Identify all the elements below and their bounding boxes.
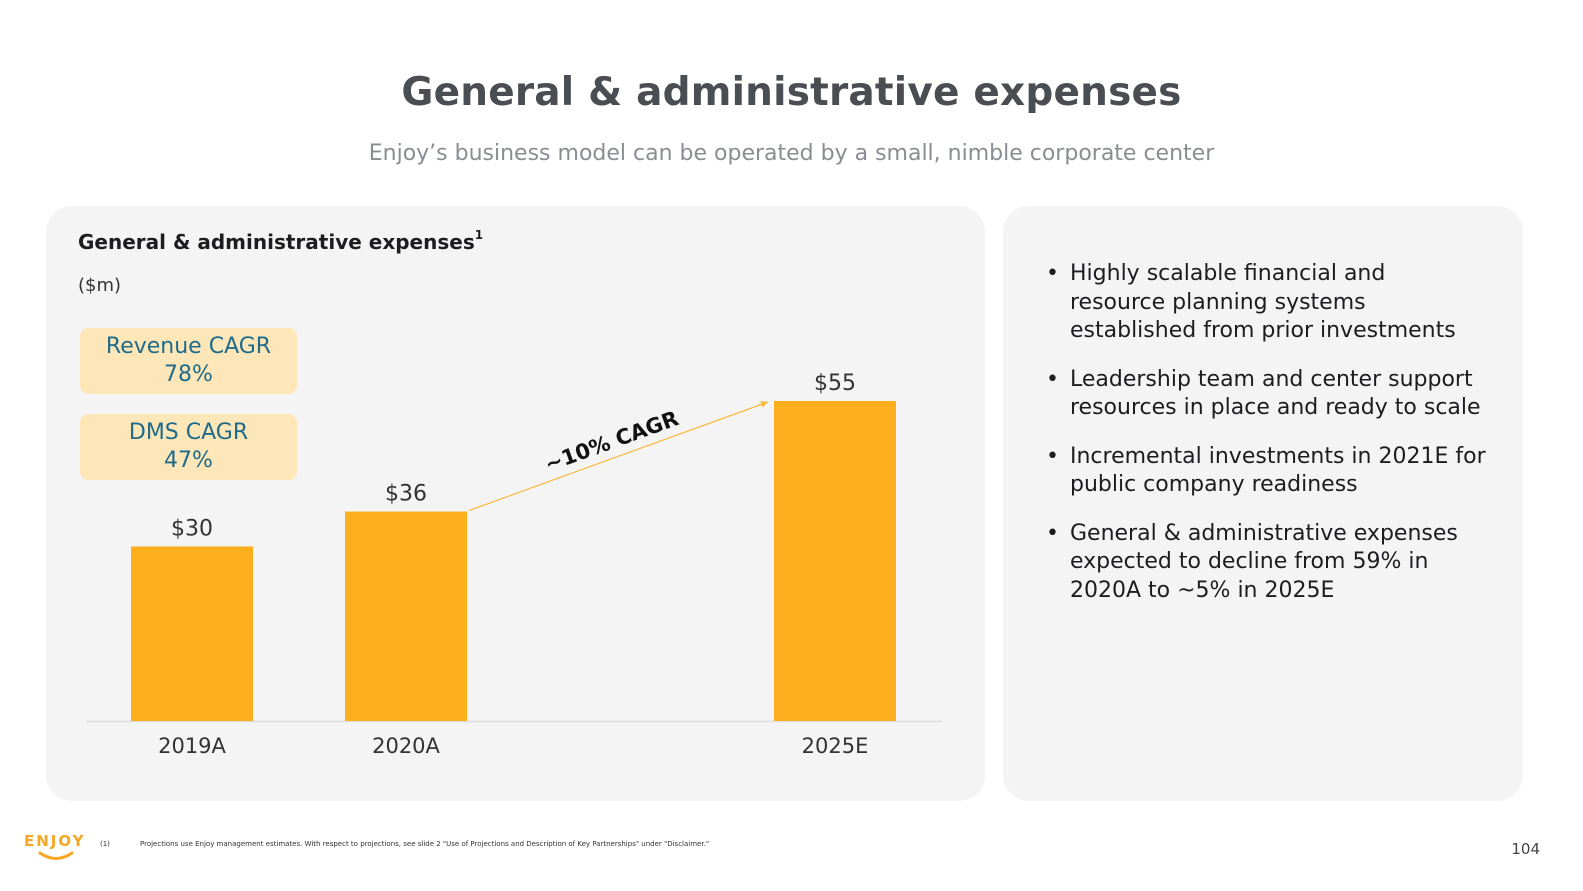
page-number: 104 — [1511, 840, 1540, 858]
bar-2025E — [774, 401, 896, 721]
bullet-symbol: • — [1046, 261, 1059, 286]
page-title: General & administrative expenses — [401, 70, 1182, 115]
logo-text: ENJOY — [24, 832, 86, 850]
x-tick-label: 2019A — [158, 734, 226, 758]
bullet-item: • General & administrative expenses expec… — [1046, 520, 1486, 606]
bullet-text: Highly scalable financial and resource p… — [1070, 261, 1456, 343]
bullet-text: General & administrative expenses expect… — [1070, 520, 1458, 603]
bullet-symbol: • — [1046, 366, 1059, 392]
footnote-text: Projections use Enjoy management estimat… — [140, 840, 710, 848]
x-tick-label: 2020A — [372, 734, 440, 758]
bar-2020A — [345, 511, 467, 721]
enjoy-logo: ENJOY — [24, 832, 84, 866]
bar-value-label: $36 — [385, 482, 427, 507]
dms-cagr-box: DMS CAGR 47% — [80, 414, 297, 480]
bullet-symbol: • — [1046, 520, 1059, 546]
dms-cagr-value: 47% — [164, 448, 213, 473]
bullet-item: • Leadership team and center support reso… — [1046, 366, 1486, 423]
chart-title-text: General & administrative expenses — [78, 230, 475, 254]
dms-cagr-label: DMS CAGR — [128, 420, 249, 445]
revenue-cagr-box: Revenue CAGR 78% — [80, 328, 297, 394]
revenue-cagr-value: 78% — [164, 362, 213, 387]
smile-icon — [38, 851, 74, 860]
bar-2019A — [131, 546, 253, 721]
x-tick-label: 2025E — [802, 734, 869, 758]
bullet-symbol: • — [1046, 443, 1059, 469]
bullet-item: • Incremental investments in 2021E for pu… — [1046, 443, 1486, 500]
revenue-cagr-label: Revenue CAGR — [105, 334, 272, 359]
cagr-arrow-line — [468, 401, 769, 512]
cagr-arrowhead-icon — [760, 401, 768, 408]
bullets-panel — [1003, 206, 1523, 801]
bullet-item: • Highly scalable financial and resource … — [1046, 260, 1486, 346]
chart-unit: ($m) — [78, 275, 122, 296]
chart-title: General & administrative expenses1 — [78, 228, 484, 254]
bullet-text: Incremental investments in 2021E for pub… — [1070, 443, 1486, 498]
footnote-number: (1) — [100, 840, 110, 848]
bullet-list: • Highly scalable financial and resource … — [1046, 260, 1486, 625]
bullet-text: Leadership team and center support resou… — [1070, 366, 1481, 421]
chart-title-footnote-ref: 1 — [474, 228, 484, 242]
page-subtitle: Enjoy’s business model can be operated b… — [368, 141, 1215, 166]
bar-value-label: $55 — [814, 371, 856, 396]
bar-value-label: $30 — [171, 516, 213, 541]
